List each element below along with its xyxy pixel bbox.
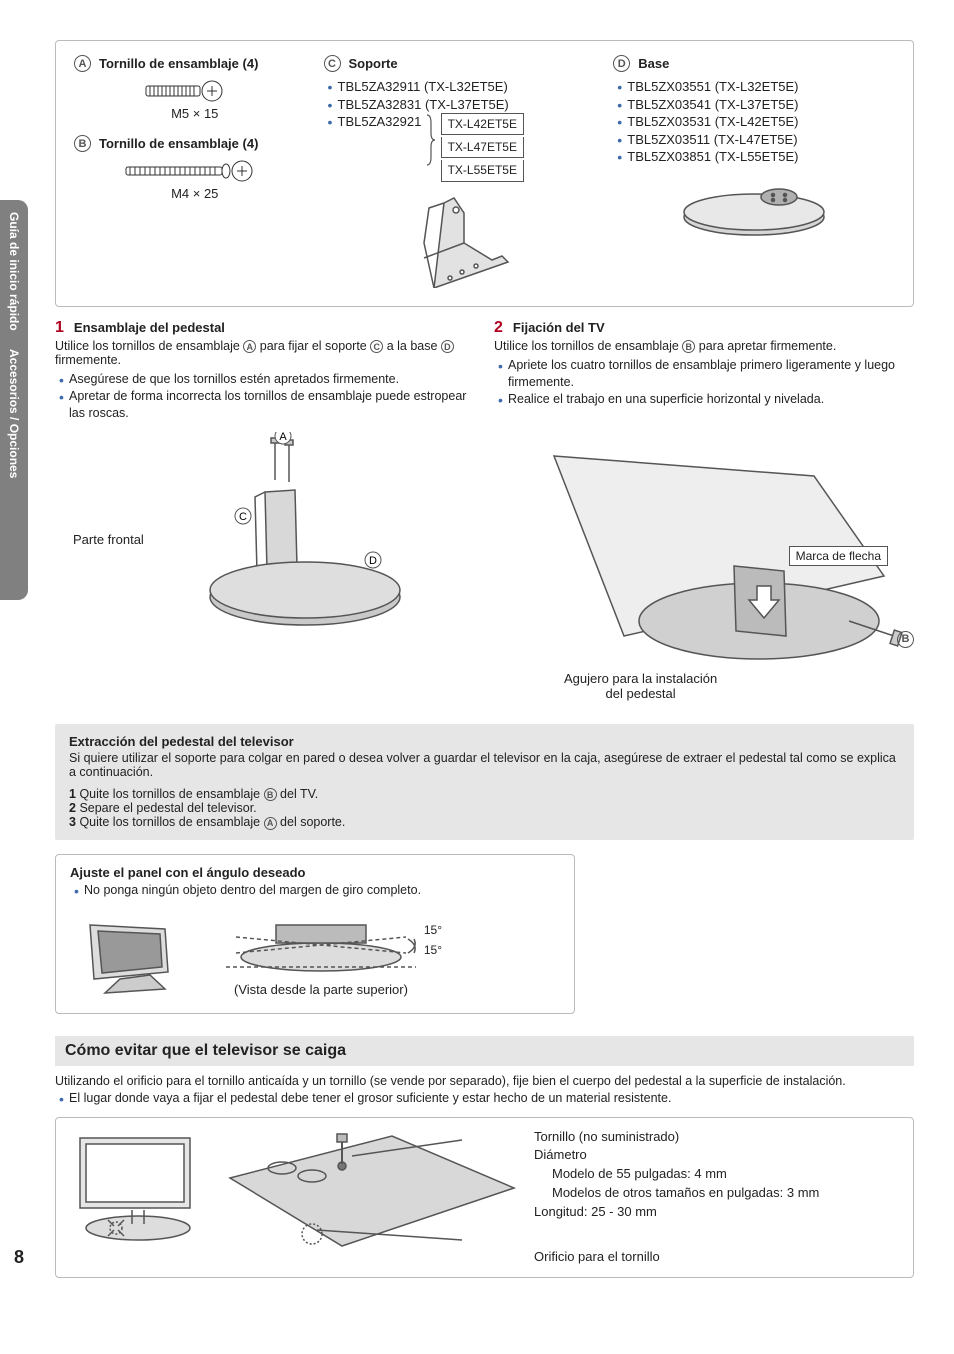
brace-item: TX-L42ET5E [441, 113, 524, 135]
letter-d-icon: D [613, 55, 630, 72]
step-title: Fijación del TV [513, 320, 605, 335]
angle-deg: 15° [424, 943, 442, 957]
list-item: TBL5ZX03511 (TX-L47ET5E) [617, 131, 895, 149]
hole-label: Agujero para la instalación del pedestal [564, 671, 717, 701]
part-a-title: Tornillo de ensamblaje (4) [99, 56, 258, 71]
list-item: Apriete los cuatro tornillos de ensambla… [498, 357, 914, 391]
angle-caption: (Vista desde la parte superior) [206, 982, 436, 997]
part-c-title: Soporte [349, 56, 398, 71]
step1-intro: Utilice los tornillos de ensamblaje A pa… [55, 339, 474, 368]
tv-front-screw-icon [70, 1128, 210, 1248]
side-tab: Guía de inicio rápido Accesorios / Opcio… [0, 200, 28, 600]
step2-intro: Utilice los tornillos de ensamblaje B pa… [494, 339, 914, 354]
fall-heading: Cómo evitar que el televisor se caiga [55, 1036, 914, 1066]
bracket-illustration-icon [384, 188, 544, 288]
removal-heading: Extracción del pedestal del televisor [69, 734, 900, 749]
part-d-list: TBL5ZX03551 (TX-L32ET5E) TBL5ZX03541 (TX… [613, 78, 895, 166]
spec-line: Longitud: 25 - 30 mm [534, 1203, 899, 1222]
fall-box: Tornillo (no suministrado) Diámetro Mode… [55, 1117, 914, 1278]
step-2: 2 Fijación del TV Utilice los tornillos … [494, 319, 914, 706]
list-item: TBL5ZA32921 TX-L42ET5E TX-L47ET5E TX-L55… [328, 113, 606, 182]
list-item: El lugar donde vaya a fijar el pedestal … [59, 1090, 914, 1107]
letter-c-icon: C [324, 55, 341, 72]
part-b-size: M4 × 25 [74, 186, 316, 201]
list-item: TBL5ZX03551 (TX-L32ET5E) [617, 78, 895, 96]
spec-line: Orificio para el tornillo [534, 1248, 899, 1267]
screw-b-icon [120, 158, 270, 184]
page-content: A Tornillo de ensamblaje (4) M5 × 15 B T… [55, 0, 914, 1278]
base-illustration-icon [664, 172, 844, 242]
tv-mount-icon [514, 436, 914, 706]
brace-item: TX-L47ET5E [441, 137, 524, 158]
side-tab-1: Guía de inicio rápido [7, 212, 21, 331]
list-item: No ponga ningún objeto dentro del margen… [74, 882, 560, 899]
list-item: TBL5ZX03531 (TX-L42ET5E) [617, 113, 895, 131]
list-item: Asegúrese de que los tornillos estén apr… [59, 371, 474, 388]
part-a-size: M5 × 15 [74, 106, 316, 121]
part-b-title: Tornillo de ensamblaje (4) [99, 136, 258, 151]
tv-side-icon [70, 917, 190, 997]
removal-step: 2 Separe el pedestal del televisor. [69, 801, 900, 815]
steps-row: 1 Ensamblaje del pedestal Utilice los to… [55, 319, 914, 706]
part-c-list: TBL5ZA32911 (TX-L32ET5E) TBL5ZA32831 (TX… [324, 78, 606, 182]
brace-item: TX-L55ET5E [441, 160, 524, 181]
spec-line: Modelo de 55 pulgadas: 4 mm [534, 1165, 899, 1184]
screw-a-icon [140, 78, 250, 104]
list-item: TBL5ZX03851 (TX-L55ET5E) [617, 148, 895, 166]
spec-line: Diámetro [534, 1146, 899, 1165]
removal-step: 3 Quite los tornillos de ensamblaje A de… [69, 815, 900, 830]
list-item: TBL5ZX03541 (TX-L37ET5E) [617, 96, 895, 114]
pedestal-assembly-icon: A C D [115, 432, 425, 632]
spec-line: Modelos de otros tamaños en pulgadas: 3 … [534, 1184, 899, 1203]
svg-text:A: A [279, 432, 287, 443]
angle-box: Ajuste el panel con el ángulo deseado No… [55, 854, 575, 1014]
fall-p1: Utilizando el orificio para el tornillo … [55, 1074, 914, 1088]
removal-intro: Si quiere utilizar el soporte para colga… [69, 751, 900, 779]
angle-deg: 15° [424, 923, 442, 937]
list-item: TBL5ZA32831 (TX-L37ET5E) [328, 96, 606, 114]
step-1: 1 Ensamblaje del pedestal Utilice los to… [55, 319, 474, 706]
list-item: TBL5ZA32911 (TX-L32ET5E) [328, 78, 606, 96]
letter-a-icon: A [74, 55, 91, 72]
brace-icon [425, 113, 437, 167]
removal-panel: Extracción del pedestal del televisor Si… [55, 724, 914, 840]
step-number: 1 [55, 319, 64, 337]
part-d-title: Base [638, 56, 669, 71]
letter-b-icon: B [74, 135, 91, 152]
spec-lines: Tornillo (no suministrado) Diámetro Mode… [534, 1128, 899, 1267]
page-number: 8 [14, 1247, 24, 1268]
step-number: 2 [494, 319, 503, 337]
parts-box: A Tornillo de ensamblaje (4) M5 × 15 B T… [55, 40, 914, 307]
list-item: Realice el trabajo en una superficie hor… [498, 391, 914, 408]
svg-text:C: C [239, 511, 247, 523]
spec-line: Tornillo (no suministrado) [534, 1128, 899, 1147]
list-item: Apretar de forma incorrecta los tornillo… [59, 388, 474, 422]
side-tab-2: Accesorios / Opciones [7, 349, 21, 478]
removal-step: 1 Quite los tornillos de ensamblaje B de… [69, 787, 900, 802]
front-label: Parte frontal [73, 532, 144, 547]
swivel-top-icon [206, 907, 436, 977]
angle-heading: Ajuste el panel con el ángulo deseado [70, 865, 560, 880]
step-title: Ensamblaje del pedestal [74, 320, 225, 335]
svg-text:D: D [369, 555, 377, 567]
arrow-label: Marca de flecha [789, 546, 888, 566]
base-closeup-icon [222, 1128, 522, 1258]
